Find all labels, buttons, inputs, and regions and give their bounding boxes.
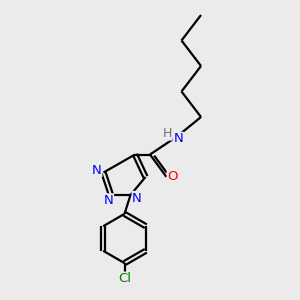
Text: O: O (167, 170, 178, 184)
Text: H: H (163, 127, 172, 140)
Text: Cl: Cl (118, 272, 131, 285)
Text: N: N (132, 191, 142, 205)
Text: N: N (174, 132, 183, 146)
Text: N: N (92, 164, 102, 177)
Text: N: N (104, 194, 113, 207)
